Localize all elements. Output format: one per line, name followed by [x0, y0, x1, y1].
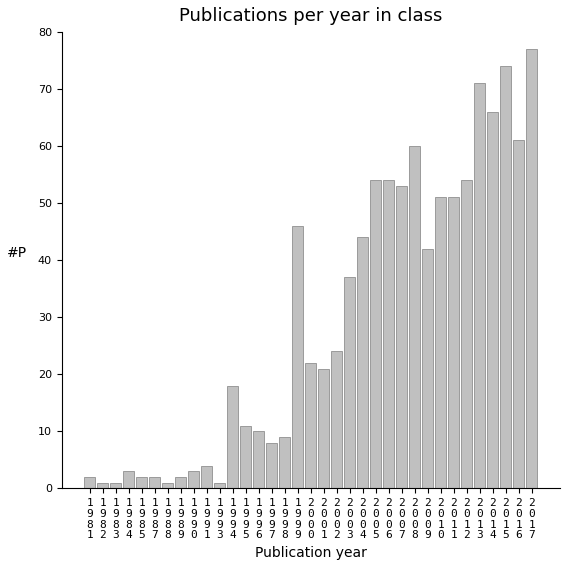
Bar [488, 112, 498, 488]
Bar [188, 471, 200, 488]
Bar [266, 443, 277, 488]
Bar [162, 483, 174, 488]
Y-axis label: #P: #P [7, 246, 27, 260]
Bar [240, 426, 251, 488]
X-axis label: Publication year: Publication year [255, 546, 367, 560]
Bar [526, 49, 538, 488]
Bar [149, 477, 160, 488]
Bar [136, 477, 147, 488]
Bar [357, 238, 369, 488]
Bar [227, 386, 238, 488]
Bar [462, 180, 472, 488]
Bar [253, 431, 264, 488]
Bar [98, 483, 108, 488]
Bar [448, 197, 459, 488]
Bar [513, 141, 524, 488]
Bar [280, 437, 290, 488]
Title: Publications per year in class: Publications per year in class [179, 7, 443, 25]
Bar [344, 277, 356, 488]
Bar [84, 477, 95, 488]
Bar [111, 483, 121, 488]
Bar [422, 249, 433, 488]
Bar [370, 180, 382, 488]
Bar [175, 477, 187, 488]
Bar [214, 483, 226, 488]
Bar [383, 180, 395, 488]
Bar [396, 186, 408, 488]
Bar [475, 83, 485, 488]
Bar [409, 146, 420, 488]
Bar [331, 352, 342, 488]
Bar [318, 369, 329, 488]
Bar [293, 226, 303, 488]
Bar [306, 363, 316, 488]
Bar [500, 66, 511, 488]
Bar [435, 197, 446, 488]
Bar [201, 466, 213, 488]
Bar [124, 471, 134, 488]
